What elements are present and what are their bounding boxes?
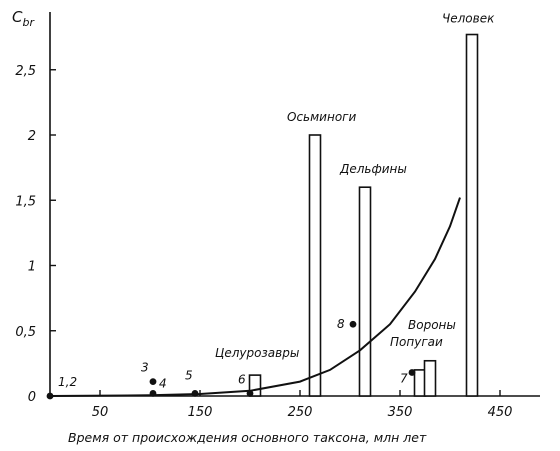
bar [423, 359, 437, 397]
bar [308, 134, 322, 397]
bar-label: Вороны [408, 318, 456, 332]
y-tick-label: 0 [28, 390, 36, 405]
bar [465, 33, 479, 397]
x-tick-label: 50 [92, 405, 109, 420]
data-point [191, 389, 199, 397]
y-tick-label: 1 [28, 260, 36, 275]
bar-label: Человек [442, 12, 495, 26]
point-label: 3 [141, 361, 149, 375]
points [46, 320, 416, 400]
y-tick-label: 2 [28, 129, 36, 144]
bar [248, 374, 262, 397]
bar-label: Попугаи [390, 335, 443, 349]
data-point [246, 389, 254, 397]
labels: Целурозавры Осьминоги Дельфины Попугаи Ворон… [58, 12, 495, 391]
data-point [408, 369, 416, 376]
y-axis-title-main: C [12, 8, 23, 26]
bar [358, 186, 372, 397]
y-tick-label: 1,5 [15, 194, 36, 209]
trend-curve [49, 197, 461, 397]
x-axis-title: Время от происхождения основного таксона… [68, 430, 427, 445]
bar-label: Осьминоги [287, 110, 356, 124]
x-tick-label: 350 [388, 405, 413, 420]
x-tick-label: 150 [188, 405, 213, 420]
point-label: 5 [185, 368, 193, 382]
bar-label: Целурозавры [215, 346, 299, 360]
y-tick-label: 0,5 [15, 325, 36, 340]
point-label: 8 [337, 317, 345, 331]
x-tick-label: 450 [488, 405, 513, 420]
y-tick-label: 2,5 [15, 64, 36, 79]
point-label: 4 [159, 376, 167, 390]
point-label: 7 [400, 372, 408, 386]
point-label: 1,2 [58, 375, 77, 389]
data-point [349, 320, 357, 328]
point-label: 6 [238, 372, 246, 386]
x-tick-label: 250 [288, 405, 313, 420]
bar-label: Дельфины [339, 162, 407, 176]
curve [49, 197, 461, 397]
bars [248, 33, 479, 397]
data-point [149, 378, 157, 386]
data-point [46, 392, 54, 400]
data-point [149, 389, 157, 397]
y-axis-title: Cbr [12, 8, 35, 29]
y-axis-title-subscript: br [22, 16, 35, 29]
